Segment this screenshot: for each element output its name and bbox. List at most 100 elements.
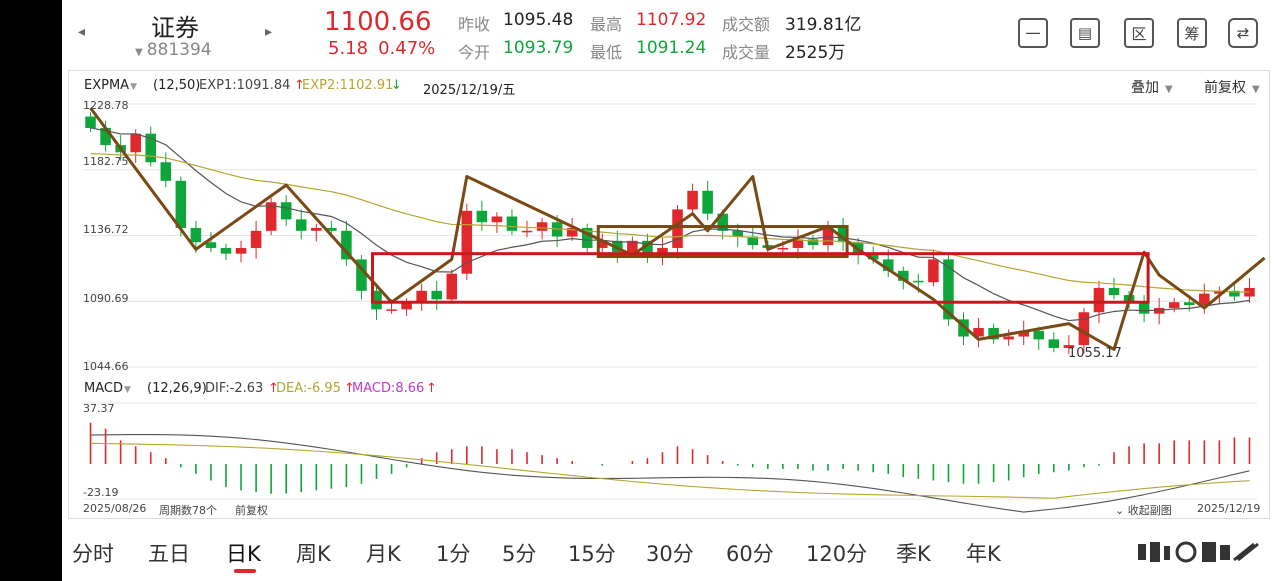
up-arrow-icon: ↑ xyxy=(294,78,305,93)
candle-body xyxy=(566,227,578,237)
up-arrow-icon: ↑ xyxy=(344,381,355,396)
period-tabs: 分时 五日 日K 周K 月K 1分 5分 15分 30分 60分 120分 季K… xyxy=(62,528,1278,581)
stock-screen: ◂ ▸ 证券 ▼ 881394 1100.66 5.18 0.47% 昨收 1095… xyxy=(62,0,1278,581)
stock-code: 881394 xyxy=(146,40,212,60)
tab-monthly-k[interactable]: 月K xyxy=(366,542,401,566)
stock-code-selector[interactable]: ▼ 881394 xyxy=(135,40,212,60)
list-box-icon[interactable]: ▤ xyxy=(1070,18,1100,48)
kline-chart-panel[interactable]: EXPMA▼ (12,50) EXP1:1091.84 ↑ EXP2:1102.… xyxy=(68,70,1270,519)
candle-body xyxy=(882,259,894,271)
candle-body xyxy=(1214,290,1225,294)
candle-body xyxy=(311,227,322,231)
candle-body xyxy=(1003,336,1014,340)
low-label: 最低 xyxy=(590,43,623,62)
candle-body xyxy=(326,227,337,231)
low-value: 1091.24 xyxy=(636,38,707,58)
collapse-subchart-label: 收起副图 xyxy=(1127,504,1172,517)
tab-year-k[interactable]: 年K xyxy=(966,542,1001,566)
exp1-value: EXP1:1091.84 xyxy=(199,78,291,93)
main-indicator-selector[interactable]: EXPMA▼ xyxy=(84,78,137,93)
overlay-label: 叠加 xyxy=(1131,80,1159,96)
candle-body xyxy=(943,259,954,320)
chevron-down-icon: ▼ xyxy=(1165,84,1173,95)
zone-box-icon[interactable]: 区 xyxy=(1124,18,1154,48)
down-arrow-icon: ↓ xyxy=(391,78,402,93)
adjust-selector[interactable]: 前复权 ▼ xyxy=(1204,77,1260,97)
device-switch-icon[interactable]: ⇄ xyxy=(1228,18,1258,48)
tab-5min[interactable]: 5分 xyxy=(502,542,537,566)
tab-60min[interactable]: 60分 xyxy=(726,542,774,566)
candle-body xyxy=(928,259,939,283)
candle-body xyxy=(1018,330,1029,337)
tab-30min[interactable]: 30分 xyxy=(646,542,694,566)
candle-body xyxy=(85,116,96,128)
tab-120min[interactable]: 120分 xyxy=(806,542,868,566)
candle-body xyxy=(1153,307,1165,314)
candle-body xyxy=(792,239,804,248)
up-arrow-icon: ↑ xyxy=(426,381,437,396)
candle-body xyxy=(717,213,728,231)
open-value: 1093.79 xyxy=(503,38,574,58)
amount-label: 成交额 xyxy=(722,15,771,34)
open-label: 今开 xyxy=(458,43,491,62)
tab-1min[interactable]: 1分 xyxy=(436,542,471,566)
volume-label: 成交量 xyxy=(722,43,771,62)
candle-body xyxy=(205,242,217,248)
consolidation-box xyxy=(596,225,849,259)
candle-body xyxy=(1199,293,1210,306)
macd-params: (12,26,9) xyxy=(147,381,207,396)
chip-box-icon[interactable]: 筹 xyxy=(1177,18,1207,48)
candle-body xyxy=(371,290,382,310)
candle-body xyxy=(687,190,698,210)
candle-body xyxy=(175,180,187,228)
tab-daily-k[interactable]: 日K xyxy=(226,542,261,566)
sub-indicator-name: MACD xyxy=(84,381,123,396)
candle-body xyxy=(506,216,518,231)
candle-body xyxy=(1229,290,1240,297)
y-tick-label: 1090.69 xyxy=(83,292,129,305)
candle-body xyxy=(1244,287,1255,297)
candle-body xyxy=(521,230,533,233)
tab-intraday[interactable]: 分时 xyxy=(72,542,114,566)
candle-body xyxy=(1184,302,1195,306)
macd-y-bottom: -23.19 xyxy=(83,486,119,499)
tab-five-day[interactable]: 五日 xyxy=(148,542,190,566)
range-box xyxy=(371,252,1150,304)
candle-body xyxy=(295,219,307,231)
y-tick-label: 1136.72 xyxy=(83,223,129,236)
tab-weekly-k[interactable]: 周K xyxy=(296,542,331,566)
main-indicator-name: EXPMA xyxy=(84,78,130,93)
collapse-chevron-icon: ⌄ xyxy=(1115,504,1128,517)
sub-indicator-selector[interactable]: MACD▼ xyxy=(84,381,131,396)
candle-body xyxy=(867,253,879,260)
candle-body xyxy=(732,230,743,237)
tab-quarter-k[interactable]: 季K xyxy=(896,542,931,566)
active-tab-indicator xyxy=(234,569,256,573)
candle-body xyxy=(807,239,819,246)
candle-body xyxy=(1108,287,1120,296)
candle-body xyxy=(1138,302,1150,314)
candle-body xyxy=(597,240,608,248)
more-menu-icon[interactable] xyxy=(1134,536,1262,566)
tab-15min[interactable]: 15分 xyxy=(568,542,616,566)
candle-body xyxy=(190,227,202,243)
chevron-down-icon: ▼ xyxy=(123,385,131,395)
candle-body xyxy=(988,327,999,340)
prev-close-value: 1095.48 xyxy=(503,10,574,30)
dropdown-triangle-icon: ▼ xyxy=(135,47,143,58)
candle-body xyxy=(777,247,789,250)
overlay-selector[interactable]: 叠加 ▼ xyxy=(1131,77,1173,97)
exp1-line xyxy=(90,127,1250,322)
candle-body xyxy=(130,133,141,153)
candle-body xyxy=(1033,330,1045,340)
candle-body xyxy=(898,270,909,281)
next-stock-arrow-icon[interactable]: ▸ xyxy=(265,24,273,40)
collapse-subchart-button[interactable]: ⌄ 收起副图 xyxy=(1115,502,1172,518)
prev-stock-arrow-icon[interactable]: ◂ xyxy=(78,24,86,40)
candle-body xyxy=(672,209,683,248)
dif-value: DIF:-2.63 xyxy=(205,381,264,396)
candle-body xyxy=(702,190,713,214)
candle-body xyxy=(401,302,412,310)
minus-box-icon[interactable]: 一 xyxy=(1018,18,1048,48)
candle-body xyxy=(461,210,473,274)
